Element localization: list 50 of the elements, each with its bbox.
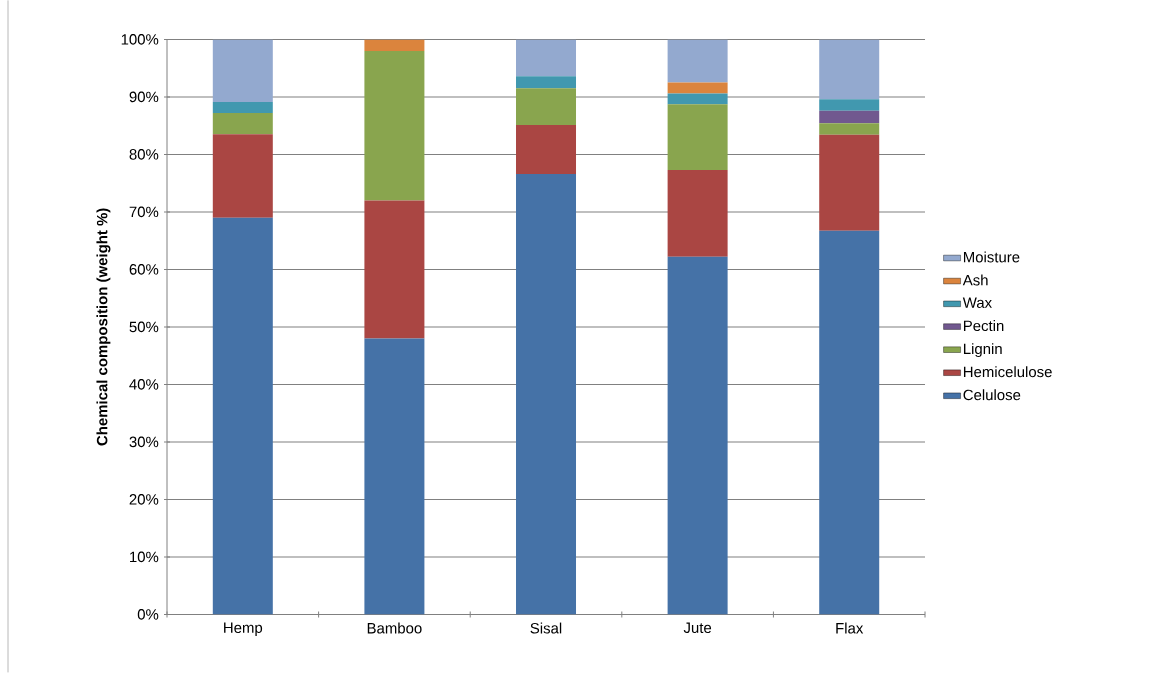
bar <box>212 134 273 218</box>
y-tick-label: 90% <box>129 91 159 102</box>
bar <box>819 99 880 111</box>
x-tick-label: Jute <box>683 622 712 633</box>
bar <box>212 217 273 615</box>
bar <box>667 39 728 83</box>
bar <box>819 123 880 135</box>
bar <box>819 230 880 615</box>
bar <box>516 173 577 615</box>
bar <box>212 101 273 113</box>
bar <box>667 169 728 257</box>
legend-label: Lignin <box>963 342 1002 357</box>
legend-label: Wax <box>962 297 992 308</box>
legend-label: Pectin <box>963 319 1004 331</box>
bar <box>516 39 577 76</box>
y-tick-label: 0% <box>137 608 159 620</box>
y-tick-label: 40% <box>129 378 159 390</box>
bar <box>667 93 728 105</box>
bar <box>819 110 880 124</box>
y-axis-title: Chemical composition (weight %) <box>96 208 111 446</box>
y-tick-label: 80% <box>129 148 159 160</box>
bar <box>516 124 577 174</box>
legend-label: Moisture <box>963 251 1020 263</box>
legend-label: Celulose <box>963 389 1021 401</box>
x-tick-label: Bamboo <box>367 622 422 634</box>
bar <box>364 338 425 615</box>
bar <box>516 88 577 125</box>
bar <box>212 112 273 135</box>
x-tick-label: Hemp <box>224 622 263 636</box>
bar <box>364 39 425 51</box>
bar <box>667 104 728 170</box>
bar <box>212 39 273 102</box>
x-tick-label: Sisal <box>530 622 562 634</box>
bar <box>667 82 728 94</box>
bar <box>364 50 425 201</box>
x-tick-label: Flax <box>836 622 864 634</box>
legend-label: Hemicelulose <box>963 366 1052 377</box>
y-tick-label: 50% <box>129 321 159 332</box>
y-tick-label: 10% <box>130 551 159 562</box>
y-tick-label: 20% <box>129 493 159 505</box>
y-tick-label: 60% <box>129 263 159 275</box>
y-tick-label: 100% <box>121 33 159 45</box>
bar <box>516 76 577 89</box>
y-tick-label: 30% <box>129 436 159 447</box>
bar <box>819 134 880 231</box>
bar <box>819 39 880 99</box>
legend-label: Ash <box>962 274 988 286</box>
bar <box>364 200 425 339</box>
bar <box>667 256 728 615</box>
y-tick-label: 70% <box>129 206 159 217</box>
